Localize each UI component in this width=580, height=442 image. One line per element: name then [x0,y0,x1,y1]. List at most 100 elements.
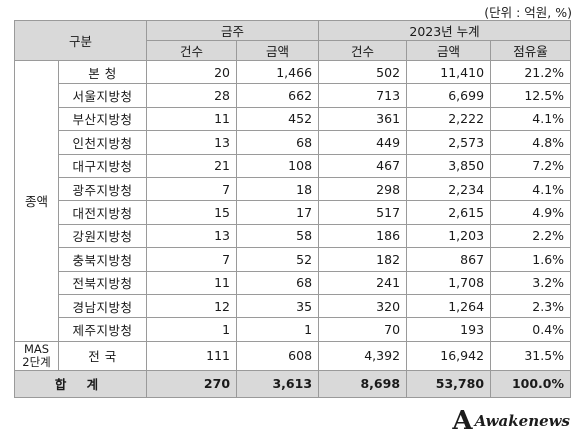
cell-wk-count: 1 [146,317,238,342]
cell-wk-count: 11 [146,106,238,132]
cell-yr-count: 713 [318,83,408,108]
cell-wk-amount: 18 [236,176,320,202]
mas-cell-wk-count: 111 [146,340,238,371]
cell-share: 1.6% [490,247,572,272]
cell-wk-amount: 1,466 [236,59,320,85]
cell-wk-amount: 52 [236,247,320,272]
total-cell-share: 100.0% [490,369,572,398]
cell-yr-amount: 11,410 [406,59,492,85]
cell-wk-amount: 452 [236,106,320,132]
cell-wk-amount: 58 [236,223,320,249]
cell-wk-amount: 68 [236,270,320,295]
table-row: 인천지방청 13 68 449 2,573 4.8% [15,130,572,155]
cell-yr-amount: 2,573 [406,130,492,155]
cell-share: 12.5% [490,83,572,108]
cell-yr-count: 298 [318,176,408,202]
cell-wk-count: 20 [146,59,238,85]
cell-yr-count: 517 [318,200,408,225]
row-name: 제주지방청 [57,317,148,342]
cell-yr-amount: 1,708 [406,270,492,295]
total-row: 합 계 270 3,613 8,698 53,780 100.0% [13,369,572,398]
cell-wk-amount: 662 [236,83,320,108]
table-row: 전북지방청 11 68 241 1,708 3.2% [15,270,572,295]
cell-yr-amount: 1,203 [406,223,492,249]
cell-wk-count: 28 [146,83,238,108]
cell-yr-amount: 2,222 [406,106,492,132]
yr-count-header: 건수 [318,40,408,61]
cell-wk-amount: 1 [236,317,320,342]
row-name: 인천지방청 [57,130,148,155]
cell-share: 2.2% [490,223,572,249]
cell-yr-count: 70 [318,317,408,342]
cell-share: 0.4% [490,317,572,342]
cell-wk-count: 13 [146,223,238,249]
row-name: 서울지방청 [57,83,148,108]
cell-yr-count: 467 [318,153,408,178]
cell-share: 2.3% [490,293,572,319]
watermark: A Awakenews [452,406,570,436]
unit-note: (단위 : 억원, %) [484,5,572,20]
share-header: 점유율 [490,40,572,61]
cell-yr-count: 320 [318,293,408,319]
mas-cell-yr-amount: 16,942 [406,340,492,371]
cell-share: 3.2% [490,270,572,295]
cell-wk-count: 7 [146,176,238,202]
watermark-text: Awakenews [474,412,570,430]
cell-wk-amount: 108 [236,153,320,178]
table-row: 부산지방청 11 452 361 2,222 4.1% [15,106,572,132]
table-row: 대전지방청 15 17 517 2,615 4.9% [15,200,572,225]
table-header: 구분 금주 2023년 누계 건수 금액 건수 금액 점유율 [13,20,572,61]
row-name: 대구지방청 [57,153,148,178]
row-name: 광주지방청 [57,176,148,202]
cell-wk-count: 7 [146,247,238,272]
mas-row-name: 전 국 [57,340,148,371]
row-name: 전북지방청 [57,270,148,295]
procurement-table: 구분 금주 2023년 누계 건수 금액 건수 금액 점유율 종액 본 청 20 1,… [13,20,572,398]
table-row: 강원지방청 13 58 186 1,203 2.2% [15,223,572,249]
mas-cell-wk-amount: 608 [236,340,320,371]
cell-yr-count: 182 [318,247,408,272]
total-label: 합 계 [13,369,148,398]
total-cell-yr-amount: 53,780 [406,369,492,398]
mas-cell-yr-count: 4,392 [318,340,408,371]
cell-share: 4.1% [490,106,572,132]
table-row: 대구지방청 21 108 467 3,850 7.2% [15,153,572,178]
cell-share: 21.2% [490,59,572,85]
cell-wk-amount: 17 [236,200,320,225]
cell-wk-count: 12 [146,293,238,319]
cell-yr-count: 241 [318,270,408,295]
cell-yr-amount: 6,699 [406,83,492,108]
this-week-header: 금주 [146,20,320,41]
total-cell-yr-count: 8,698 [318,369,408,398]
row-name: 대전지방청 [57,200,148,225]
cell-yr-count: 186 [318,223,408,249]
year-total-header: 2023년 누계 [318,20,572,41]
cell-share: 4.9% [490,200,572,225]
table-row: 종액 본 청 20 1,466 502 11,410 21.2% [14,59,572,342]
wk-amount-header: 금액 [236,40,320,61]
cell-yr-count: 502 [318,59,408,85]
table-row: 제주지방청 1 1 70 193 0.4% [15,317,572,342]
table-row: 서울지방청 28 662 713 6,699 12.5% [15,83,572,108]
mas-cell-share: 31.5% [490,340,572,371]
cell-share: 4.8% [490,130,572,155]
yr-amount-header: 금액 [406,40,492,61]
total-cell-wk-amount: 3,613 [236,369,320,398]
mas-row: MAS 2단계 전 국 111 608 4,392 16,942 31.5% [14,340,572,371]
cell-yr-amount: 193 [406,317,492,342]
cell-wk-count: 15 [146,200,238,225]
row-name: 부산지방청 [57,106,148,132]
row-name: 본 청 [57,59,148,85]
cell-yr-count: 449 [318,130,408,155]
division-header: 구분 [13,20,148,61]
cell-yr-count: 361 [318,106,408,132]
mas-side-label: MAS 2단계 [14,340,59,371]
group-side-label: 종액 [14,60,59,342]
watermark-logo-icon: A [452,406,473,436]
cell-yr-amount: 2,615 [406,200,492,225]
cell-yr-amount: 867 [406,247,492,272]
cell-wk-amount: 68 [236,130,320,155]
cell-wk-count: 13 [146,130,238,155]
table-row: 충북지방청 7 52 182 867 1.6% [15,247,572,272]
cell-wk-count: 21 [146,153,238,178]
